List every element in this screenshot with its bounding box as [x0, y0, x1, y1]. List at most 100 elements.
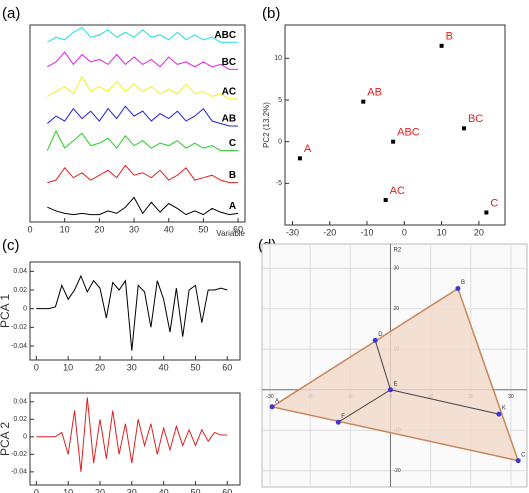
y-tick-label: 0.02: [13, 287, 27, 294]
vertex-label: A: [275, 398, 279, 404]
series-line: [47, 75, 239, 100]
point-label: AC: [390, 185, 405, 197]
x-tick-label: 10: [63, 362, 73, 372]
vertex-label: B: [461, 280, 465, 286]
x-tick-label: 30: [508, 394, 514, 400]
y-tick-label: 0.02: [13, 416, 27, 423]
y-tick-label: 0.04: [13, 399, 27, 406]
vertex: [515, 458, 521, 464]
vertex: [387, 387, 393, 393]
y-tick-label: 0.04: [13, 268, 27, 275]
y-tick-label: -0.04: [11, 343, 27, 350]
series-line: [47, 164, 239, 184]
point: [484, 210, 489, 215]
vertex: [496, 411, 502, 417]
x-tick-label: 50: [190, 362, 200, 372]
series-label: AB: [222, 114, 236, 125]
y-tick-label: -0.02: [11, 324, 27, 331]
y-tick-label: -0.04: [11, 469, 27, 476]
vertex-label: D: [378, 332, 383, 338]
point-label: AB: [367, 87, 382, 99]
vertex-label: K: [502, 406, 506, 412]
panel-label: (b): [262, 5, 280, 22]
series-line: [47, 51, 239, 70]
x-tick-label: 60: [222, 487, 232, 493]
point: [391, 139, 396, 144]
x-tick-label: 40: [159, 487, 169, 493]
x-tick-label: 20: [95, 362, 105, 372]
x-tick-label: 0: [34, 362, 39, 372]
panel-label: (a): [2, 5, 20, 22]
series-line: [47, 196, 239, 216]
y-axis-label: PC2 (13.2%): [262, 102, 271, 148]
series-label: ABC: [214, 30, 236, 41]
point: [383, 198, 388, 202]
edge: [338, 389, 391, 423]
point-label: B: [446, 31, 453, 43]
x-tick-label: 30: [127, 487, 137, 493]
x-tick-label: 50: [198, 224, 208, 234]
x-tick-label: 40: [159, 362, 169, 372]
plot-frame: [29, 261, 241, 361]
y-tick-label: -0.02: [11, 451, 27, 458]
x-tick-label: -30: [266, 394, 273, 400]
series-line: [47, 105, 239, 127]
series-line: [36, 274, 228, 351]
series-label: B: [229, 170, 236, 181]
x-tick-label: 0: [402, 227, 407, 237]
point-label: ABC: [397, 127, 420, 139]
point: [361, 99, 366, 104]
panel-label: (c): [2, 237, 20, 254]
y-axis-label: R2: [393, 248, 401, 254]
vertex: [372, 337, 378, 343]
y-tick-label: 30: [393, 266, 399, 272]
x-tick-label: 60: [222, 362, 232, 372]
vertex: [269, 404, 275, 410]
x-axis-label: Variable: [216, 229, 245, 238]
vertex: [335, 419, 341, 425]
x-tick-label: 20: [95, 487, 105, 493]
series-label: AC: [222, 87, 236, 98]
series-line: [46, 129, 239, 152]
y-tick-label: 20: [393, 306, 399, 312]
x-tick-label: -10: [361, 227, 374, 237]
point-label: A: [304, 143, 312, 155]
x-tick-label: 40: [164, 224, 174, 234]
point: [297, 156, 302, 161]
y-tick-label: 5: [278, 97, 282, 104]
y-tick-label: 0: [278, 139, 282, 146]
plot-frame: [29, 24, 246, 223]
triangle: [270, 287, 520, 462]
vertex-label: E: [393, 381, 397, 387]
plot-frame: [29, 392, 241, 486]
y-tick-label: 0: [23, 306, 27, 313]
x-tick-label: 20: [94, 224, 104, 234]
x-tick-label: -20: [323, 227, 336, 237]
x-tick-label: 0: [27, 224, 32, 234]
y-axis-label: PCA 1: [0, 294, 12, 328]
series-label: A: [229, 201, 236, 212]
y-tick-label: 10: [274, 55, 282, 62]
point-label: BC: [468, 113, 483, 125]
x-tick-label: -30: [286, 227, 299, 237]
y-axis-label: PCA 2: [0, 422, 12, 456]
series-line: [36, 397, 228, 472]
series-label: C: [229, 138, 236, 149]
vertex-label: C: [521, 452, 526, 458]
y-tick-label: -5: [276, 180, 282, 187]
vertex: [455, 286, 461, 292]
x-tick-label: 60: [233, 224, 243, 234]
x-tick-label: 20: [474, 227, 484, 237]
series-line: [47, 26, 239, 43]
x-tick-label: 10: [60, 224, 70, 234]
series-label: BC: [222, 57, 236, 68]
x-tick-label: 10: [63, 487, 73, 493]
edge: [374, 340, 391, 390]
point: [461, 126, 466, 131]
point: [439, 43, 444, 48]
y-tick-label: -20: [393, 468, 400, 474]
vertex-label: F: [341, 414, 345, 420]
x-tick-label: 30: [127, 362, 137, 372]
edge: [390, 389, 500, 415]
